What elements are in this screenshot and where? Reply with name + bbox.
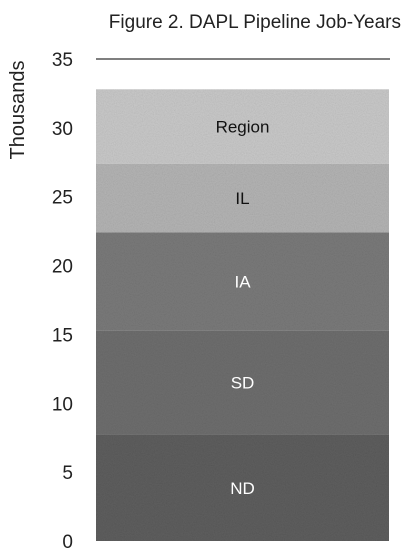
bar-stack (96, 89, 389, 541)
segment-labels: ND SD IA IL Region (216, 117, 270, 498)
segment-label-ia: IA (234, 272, 251, 291)
segment-label-il: IL (235, 189, 249, 208)
segment-label-nd: ND (230, 479, 255, 498)
bar-segment-il (96, 163, 389, 233)
segment-label-sd: SD (231, 374, 255, 393)
segment-label-region: Region (216, 117, 270, 136)
y-tick-label: 10 (52, 394, 73, 415)
y-tick-label: 25 (52, 188, 73, 209)
chart-title: Figure 2. DAPL Pipeline Job-Years (109, 12, 401, 33)
bar-segment-sd (96, 330, 389, 435)
y-axis-ticks: 0 5 10 15 20 25 30 35 (52, 50, 73, 550)
y-tick-label: 30 (52, 119, 73, 140)
bar-segment-nd (96, 434, 389, 541)
y-tick-label: 0 (62, 532, 73, 550)
bar-segment-region (96, 89, 389, 164)
bar-segment-ia (96, 232, 389, 331)
y-tick-label: 5 (62, 463, 73, 484)
y-axis-label: Thousands (7, 61, 29, 160)
y-tick-label: 20 (52, 257, 73, 278)
y-tick-label: 15 (52, 325, 73, 346)
y-tick-label: 35 (52, 50, 73, 71)
